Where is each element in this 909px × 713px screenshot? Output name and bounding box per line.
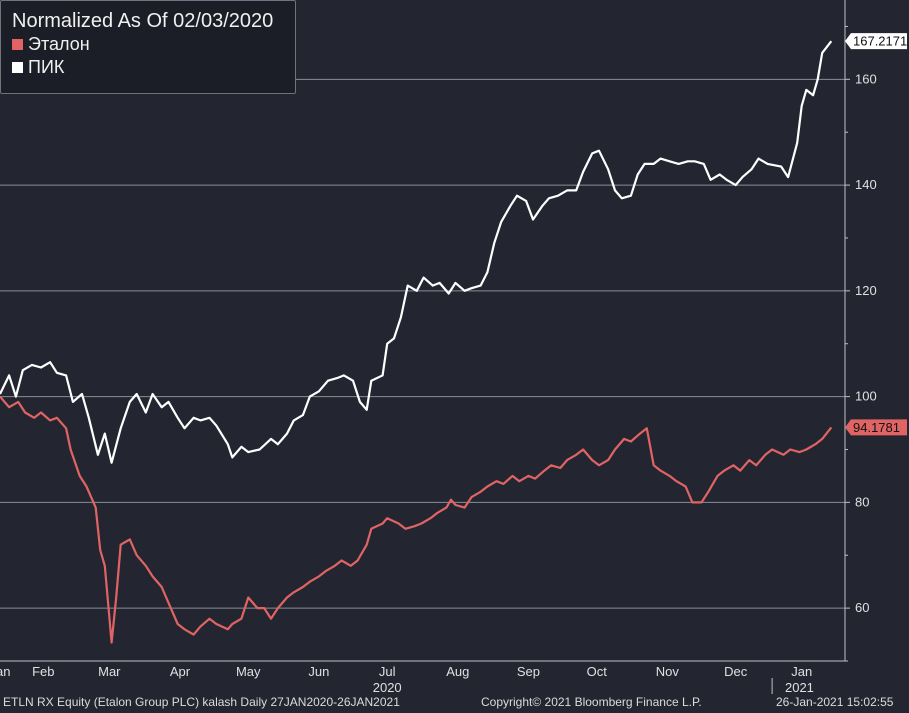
- y-axis-tick-labels: 60 80 100 120 140 160: [855, 71, 877, 615]
- y-tick-label-140: 140: [855, 177, 877, 192]
- y-tick-label-60: 60: [855, 600, 869, 615]
- x-tick-label-2: Mar: [98, 664, 121, 679]
- x-year-label-2020: 2020: [373, 680, 402, 695]
- x-tick-label-1: Feb: [32, 664, 54, 679]
- x-tick-label-9: Oct: [587, 664, 608, 679]
- x-year-label-2021: 2021: [785, 680, 814, 695]
- last-value-badge-pik: [845, 33, 907, 50]
- footer-security-info: ETLN RX Equity (Etalon Group PLC) kalash…: [3, 695, 400, 709]
- x-tick-label-3: Apr: [170, 664, 191, 679]
- legend-item-etalon: Эталон: [12, 33, 295, 56]
- footer-timestamp: 26-Jan-2021 15:02:55: [776, 695, 894, 709]
- x-tick-label-0: Jan: [0, 664, 10, 679]
- last-value-label-etalon: 94.1781: [853, 420, 900, 435]
- legend: Normalized As Of 02/03/2020 Эталон ПИК: [0, 0, 296, 94]
- y-tick-label-100: 100: [855, 389, 877, 404]
- last-value-label-pik: 167.2171: [853, 34, 907, 49]
- x-tick-label-4: May: [236, 664, 261, 679]
- x-tick-label-10: Nov: [656, 664, 680, 679]
- y-tick-label-120: 120: [855, 283, 877, 298]
- legend-swatch-etalon: [12, 39, 23, 50]
- series-line-etalon: [0, 395, 833, 644]
- y-tick-label-80: 80: [855, 494, 869, 509]
- x-tick-label-11: Dec: [724, 664, 748, 679]
- x-tick-label-12: Jan: [791, 664, 812, 679]
- last-value-badge-etalon: [845, 419, 907, 436]
- x-axis-tick-labels: JanFebMarAprMayJunJulAugSepOctNovDecJan2…: [0, 664, 814, 695]
- grid-lines: [0, 78, 845, 609]
- series-lines: [0, 40, 833, 644]
- legend-swatch-pik: [12, 62, 23, 73]
- y-tick-label-160: 160: [855, 71, 877, 86]
- x-tick-label-5: Jun: [308, 664, 329, 679]
- legend-label-etalon: Эталон: [28, 34, 90, 54]
- legend-label-pik: ПИК: [28, 57, 65, 77]
- x-tick-label-6: Jul: [379, 664, 396, 679]
- legend-item-pik: ПИК: [12, 56, 295, 79]
- x-tick-label-7: Aug: [446, 664, 469, 679]
- last-value-badges: 167.2171 94.1781: [845, 33, 907, 436]
- series-line-pik: [0, 40, 833, 464]
- axes: [0, 0, 850, 694]
- footer-copyright: Copyright© 2021 Bloomberg Finance L.P.: [481, 695, 702, 709]
- legend-title: Normalized As Of 02/03/2020: [12, 10, 274, 32]
- x-tick-label-8: Sep: [517, 664, 540, 679]
